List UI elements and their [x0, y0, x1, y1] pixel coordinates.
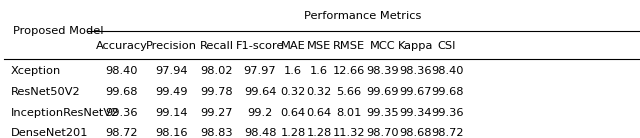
Text: F1-score: F1-score — [236, 41, 284, 51]
Text: 1.6: 1.6 — [310, 66, 328, 76]
Text: InceptionResNetV2: InceptionResNetV2 — [11, 108, 119, 118]
Text: 98.48: 98.48 — [244, 128, 276, 138]
Text: 12.66: 12.66 — [333, 66, 365, 76]
Text: 1.6: 1.6 — [284, 66, 302, 76]
Text: 99.49: 99.49 — [155, 87, 188, 97]
Text: 99.27: 99.27 — [201, 108, 233, 118]
Text: 98.40: 98.40 — [106, 66, 138, 76]
Text: 98.70: 98.70 — [366, 128, 399, 138]
Text: 98.16: 98.16 — [155, 128, 188, 138]
Text: Performance Metrics: Performance Metrics — [304, 11, 422, 21]
Text: 99.2: 99.2 — [248, 108, 273, 118]
Text: 98.40: 98.40 — [431, 66, 463, 76]
Text: 97.97: 97.97 — [244, 66, 276, 76]
Text: 99.68: 99.68 — [106, 87, 138, 97]
Text: 0.64: 0.64 — [307, 108, 332, 118]
Text: MCC: MCC — [370, 41, 396, 51]
Text: 98.39: 98.39 — [366, 66, 399, 76]
Text: 11.32: 11.32 — [333, 128, 365, 138]
Text: CSI: CSI — [438, 41, 456, 51]
Text: 99.68: 99.68 — [431, 87, 463, 97]
Text: 99.14: 99.14 — [155, 108, 188, 118]
Text: 8.01: 8.01 — [336, 108, 362, 118]
Text: 99.69: 99.69 — [366, 87, 399, 97]
Text: 0.32: 0.32 — [280, 87, 306, 97]
Text: 98.02: 98.02 — [201, 66, 233, 76]
Text: RMSE: RMSE — [333, 41, 365, 51]
Text: 99.36: 99.36 — [431, 108, 463, 118]
Text: 97.94: 97.94 — [155, 66, 188, 76]
Text: 98.72: 98.72 — [431, 128, 463, 138]
Text: 99.78: 99.78 — [200, 87, 233, 97]
Text: 99.35: 99.35 — [366, 108, 399, 118]
Text: Kappa: Kappa — [397, 41, 433, 51]
Text: Precision: Precision — [146, 41, 196, 51]
Text: 99.64: 99.64 — [244, 87, 276, 97]
Text: Xception: Xception — [11, 66, 61, 76]
Text: 99.36: 99.36 — [106, 108, 138, 118]
Text: 99.67: 99.67 — [399, 87, 431, 97]
Text: DenseNet201: DenseNet201 — [11, 128, 88, 138]
Text: 0.64: 0.64 — [280, 108, 305, 118]
Text: 98.36: 98.36 — [399, 66, 431, 76]
Text: ResNet50V2: ResNet50V2 — [11, 87, 81, 97]
Text: Accuracy: Accuracy — [96, 41, 148, 51]
Text: 99.34: 99.34 — [399, 108, 431, 118]
Text: 1.28: 1.28 — [280, 128, 306, 138]
Text: MAE: MAE — [280, 41, 305, 51]
Text: Proposed Model: Proposed Model — [13, 26, 104, 36]
Text: 98.72: 98.72 — [106, 128, 138, 138]
Text: 98.83: 98.83 — [200, 128, 233, 138]
Text: 0.32: 0.32 — [307, 87, 332, 97]
Text: 98.68: 98.68 — [399, 128, 431, 138]
Text: 5.66: 5.66 — [336, 87, 362, 97]
Text: 1.28: 1.28 — [307, 128, 332, 138]
Text: MSE: MSE — [307, 41, 331, 51]
Text: Recall: Recall — [200, 41, 234, 51]
